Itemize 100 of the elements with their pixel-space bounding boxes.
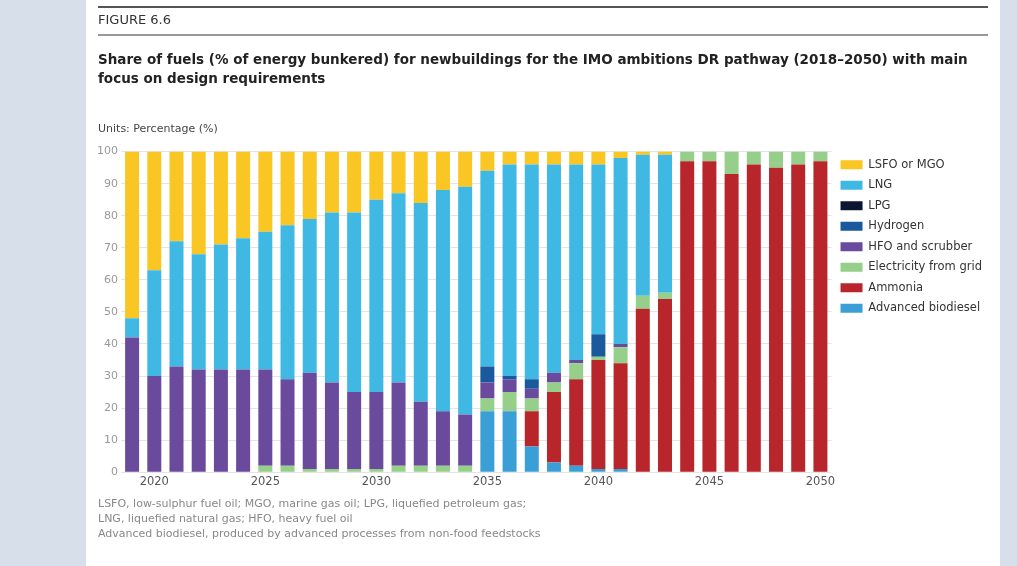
bar xyxy=(569,465,584,472)
bar xyxy=(324,151,339,213)
bar xyxy=(347,212,362,393)
bar xyxy=(502,151,517,165)
x-tick-label: 2040 xyxy=(583,474,614,489)
bar xyxy=(524,398,539,412)
bar xyxy=(391,193,406,383)
bar xyxy=(302,372,317,469)
x-tick-label: 2045 xyxy=(694,474,725,489)
legend-label: HFO and scrubber xyxy=(868,238,973,253)
bar xyxy=(480,170,495,367)
bar xyxy=(702,161,717,472)
bar xyxy=(413,465,428,472)
bar xyxy=(458,151,473,187)
bar xyxy=(746,151,761,165)
text: LNG, liquefied natural gas; HFO, heavy fuel oil xyxy=(98,512,353,525)
bar xyxy=(169,151,184,242)
chart-subtitle: FIGURE 6.6 xyxy=(98,12,171,27)
bar xyxy=(769,167,784,472)
bar xyxy=(613,343,628,348)
y-tick-label: 60 xyxy=(104,272,118,286)
bar xyxy=(302,468,317,472)
y-tick-label: 0 xyxy=(111,465,118,479)
bar xyxy=(769,151,784,168)
bar xyxy=(524,151,539,165)
bar xyxy=(280,151,295,226)
bar xyxy=(302,218,317,373)
bar xyxy=(791,151,806,165)
bar xyxy=(724,151,739,175)
bar xyxy=(502,376,517,380)
bar xyxy=(546,372,561,383)
bar xyxy=(591,468,606,472)
bar xyxy=(524,379,539,389)
bar xyxy=(635,151,650,155)
bar xyxy=(613,363,628,469)
bar xyxy=(524,411,539,447)
bar xyxy=(635,308,650,472)
bar xyxy=(480,366,495,383)
y-tick-label: 30 xyxy=(104,368,118,382)
bar xyxy=(724,174,739,472)
bar xyxy=(658,151,672,155)
legend-label: Hydrogen xyxy=(868,218,925,233)
bar xyxy=(347,392,362,469)
x-tick-label: 2030 xyxy=(361,474,391,489)
x-tick-label: 2025 xyxy=(250,474,280,489)
bar xyxy=(813,151,828,162)
legend-label: LNG xyxy=(868,177,893,192)
bar xyxy=(169,366,184,472)
bar xyxy=(125,337,140,472)
bar xyxy=(435,151,450,191)
bar xyxy=(458,186,473,415)
bar xyxy=(591,359,606,469)
bar xyxy=(213,369,228,472)
chart-title: Share of fuels (% of energy bunkered) for newbuildings for the IMO ambitions DR pathway (2018–2050) with main focus on design requirements xyxy=(98,50,969,88)
bar xyxy=(369,468,384,472)
bar xyxy=(635,154,650,296)
bar xyxy=(480,411,495,472)
bar xyxy=(546,462,561,472)
legend-label: LPG xyxy=(868,197,891,212)
bar xyxy=(324,382,339,469)
y-tick-label: 90 xyxy=(104,176,118,190)
bar xyxy=(658,154,672,293)
bar xyxy=(546,151,561,165)
bar xyxy=(569,164,584,360)
bar xyxy=(502,164,517,377)
bar xyxy=(369,199,384,393)
legend-label: Advanced biodiesel xyxy=(868,300,981,315)
bar xyxy=(746,164,761,472)
bar xyxy=(524,388,539,399)
text: Advanced biodiesel, produced by advanced processes from non-food feedstocks xyxy=(98,527,541,540)
bar xyxy=(258,465,273,472)
bar xyxy=(125,151,140,319)
bar xyxy=(480,398,495,412)
bar xyxy=(280,225,295,380)
bar xyxy=(569,363,584,380)
bar xyxy=(613,468,628,472)
bar xyxy=(347,468,362,472)
bar xyxy=(213,151,228,245)
bar xyxy=(236,369,251,472)
bar xyxy=(413,202,428,402)
y-axis-title: Units: Percentage (%) xyxy=(98,122,218,135)
bar xyxy=(591,334,606,357)
bar xyxy=(435,465,450,472)
bar xyxy=(613,347,628,364)
bar xyxy=(635,295,650,309)
y-tick-label: 40 xyxy=(104,336,118,350)
bar xyxy=(524,446,539,472)
bar xyxy=(569,379,584,466)
bar xyxy=(147,270,162,377)
x-tick-label: 2020 xyxy=(139,474,169,489)
bar xyxy=(680,151,695,162)
y-tick-label: 10 xyxy=(104,433,118,446)
bar xyxy=(347,151,362,213)
legend-label: LSFO or MGO xyxy=(868,156,945,171)
bar xyxy=(391,151,406,194)
y-tick-label: 20 xyxy=(104,400,118,414)
bar xyxy=(191,369,206,472)
bar xyxy=(236,151,251,239)
bar xyxy=(480,382,495,399)
bar xyxy=(391,382,406,466)
